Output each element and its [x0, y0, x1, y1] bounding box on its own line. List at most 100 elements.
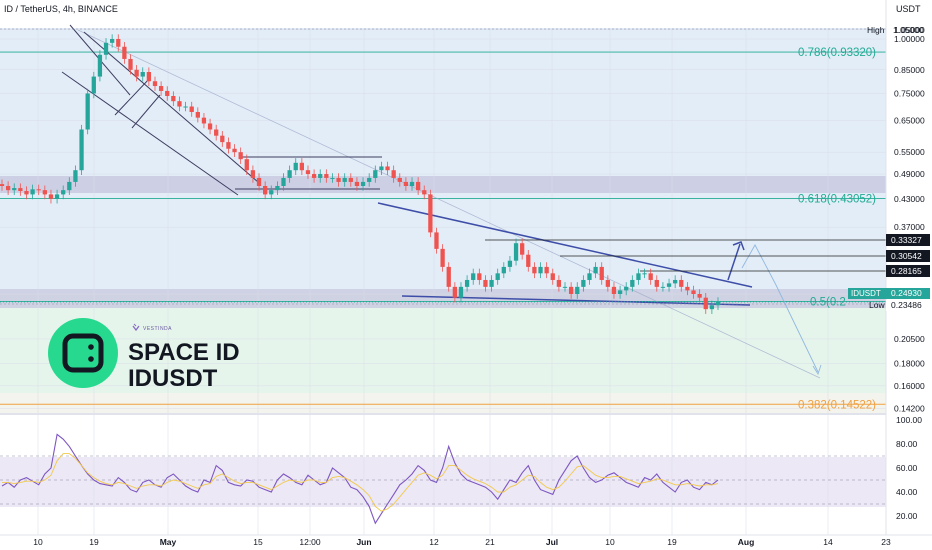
candle-body	[691, 290, 696, 294]
target-tag-1: 0.30542	[886, 250, 930, 262]
fib-label: 0.786(0.93320)	[798, 47, 876, 59]
candle-body	[544, 266, 549, 274]
candle-body	[532, 266, 537, 274]
breakout-arrow-head	[732, 241, 745, 251]
candle-body	[152, 81, 158, 87]
price-tick-label: 0.20500	[894, 334, 925, 344]
candle-body	[458, 286, 464, 298]
rsi-axis[interactable]: 100.00 80.00 60.00 40.00 20.00	[896, 415, 922, 521]
rsi-line	[1, 433, 719, 525]
candle-body	[666, 283, 672, 287]
candle-body	[605, 279, 610, 287]
price-tick-label: 0.55000	[894, 147, 925, 157]
time-axis[interactable]: 10 19 May 15 12:00 Jun 12 21 Jul 10 19 Aug 14 23	[33, 537, 891, 547]
channel-lower-line	[61, 71, 239, 196]
candle-body	[61, 190, 66, 195]
price-tick-label: 0.14200	[894, 403, 925, 413]
projection-arrow-head	[812, 364, 822, 376]
candle-body	[483, 279, 488, 287]
candle-body	[697, 294, 702, 298]
candle-body	[134, 69, 139, 77]
fibonacci-levels: 0.786(0.93320) 0.618(0.43052) 0.5(0.2 0.382…	[0, 47, 886, 411]
brand-block: VESTINDA SPACE ID IDUSDT	[48, 318, 240, 392]
candle-body	[275, 185, 280, 191]
trend-drawings	[0, 24, 886, 379]
rsi-tick-label: 40.00	[896, 487, 918, 497]
candle-body	[599, 266, 604, 280]
candle-body	[171, 95, 176, 102]
candle-body	[269, 190, 274, 195]
projection-path	[741, 244, 819, 373]
candle-body	[501, 266, 506, 274]
candle-body	[238, 152, 243, 160]
main-pane-bg-bottom	[0, 393, 886, 413]
candle-body	[422, 190, 427, 195]
candle-body	[575, 286, 580, 294]
candle-body	[195, 112, 200, 118]
candle-body	[232, 148, 237, 153]
candle-body	[54, 194, 60, 199]
target-tag-2: 0.28165	[886, 265, 930, 277]
candle-body	[256, 177, 262, 186]
time-tick-label: 10	[33, 537, 43, 547]
candle-body	[446, 266, 451, 287]
price-tick-label: 1.05000	[894, 25, 925, 35]
candle-body	[415, 181, 421, 191]
candle-body	[428, 194, 433, 233]
candle-body	[73, 170, 78, 182]
candle-body	[30, 189, 35, 195]
candle-body	[318, 174, 323, 178]
candle-body	[91, 76, 96, 94]
brand-logo	[48, 318, 118, 388]
high-label: High	[867, 25, 885, 35]
candle-body	[360, 181, 366, 186]
low-value-tag: 0.23486	[886, 300, 930, 311]
candle-body	[110, 39, 115, 43]
candle-body	[654, 279, 659, 287]
rsi-tick-label: 100.00	[896, 415, 922, 425]
candle-body	[348, 177, 353, 182]
svg-text:0.33327: 0.33327	[891, 235, 922, 245]
candle-body	[636, 273, 641, 280]
candle-body	[201, 117, 207, 124]
candle-body	[42, 190, 47, 195]
time-tick-label: 19	[667, 537, 677, 547]
price-tick-label: 0.65000	[894, 116, 925, 126]
time-tick-label: 14	[823, 537, 833, 547]
price-series	[0, 34, 721, 314]
candle-body	[379, 166, 384, 171]
rsi-tick-label: 80.00	[896, 439, 918, 449]
resistance-zone	[0, 176, 886, 193]
candle-body	[556, 279, 562, 287]
candle-body	[703, 297, 708, 310]
candle-body	[593, 266, 598, 274]
candle-body	[48, 194, 54, 199]
watermark-icon	[132, 323, 140, 332]
candle-body	[103, 42, 109, 55]
price-tick-label: 0.49000	[894, 169, 925, 179]
candle-body	[299, 162, 305, 171]
chart-title: ID / TetherUS, 4h, BINANCE	[4, 4, 118, 14]
time-tick-label: May	[160, 537, 177, 547]
candle-body	[464, 279, 470, 287]
rsi-band	[0, 457, 886, 507]
price-tick-label: 0.85000	[894, 65, 925, 75]
candle-body	[587, 273, 592, 280]
brand-name: SPACE ID	[128, 339, 240, 366]
candle-body	[324, 174, 329, 178]
candle-body	[226, 142, 231, 149]
candle-body	[513, 243, 519, 261]
candle-body	[158, 86, 164, 91]
candle-body	[452, 286, 457, 298]
time-tick-label: 15	[253, 537, 263, 547]
candle-body	[581, 279, 586, 287]
candle-body	[471, 273, 476, 280]
rsi-ma-line	[2, 453, 719, 512]
candle-body	[122, 46, 127, 59]
current-price-tag: IDUSDT 0.24930	[848, 288, 930, 299]
candle-body	[146, 72, 152, 82]
candle-body	[263, 185, 268, 195]
svg-text:IDUSDT: IDUSDT	[851, 289, 881, 298]
